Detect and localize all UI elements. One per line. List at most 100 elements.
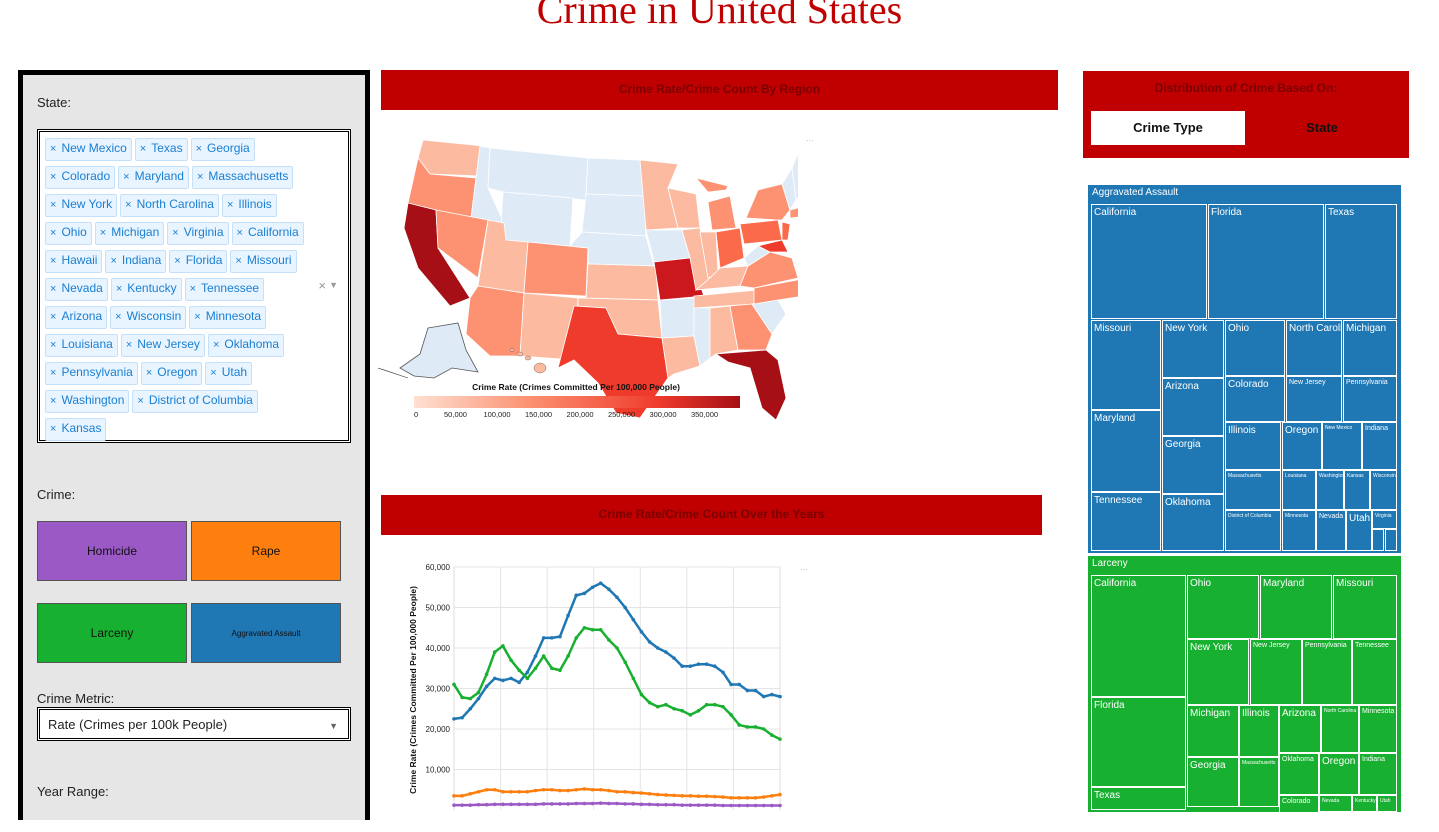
state-chip[interactable]: × Illinois [221, 194, 277, 217]
data-point[interactable] [501, 678, 505, 683]
treemap-cell[interactable]: Colorado [1225, 376, 1285, 422]
data-point[interactable] [688, 664, 693, 669]
treemap-cell[interactable]: Indiana [1359, 753, 1397, 795]
treemap-cell[interactable]: Georgia [1162, 436, 1224, 494]
data-point[interactable] [647, 802, 652, 807]
treemap-cell[interactable]: District of Columbia [1225, 510, 1281, 551]
treemap-cell[interactable]: Missouri [1091, 320, 1161, 410]
remove-chip-icon[interactable]: × [137, 395, 144, 407]
state-chip[interactable]: × Pennsylvania [45, 362, 138, 385]
state-chip[interactable]: × Colorado [45, 166, 116, 189]
data-point[interactable] [468, 696, 473, 701]
data-point[interactable] [484, 787, 489, 792]
state-chip[interactable]: × Arizona [45, 306, 108, 329]
state-chip[interactable]: × Minnesota [189, 306, 267, 329]
treemap-cell[interactable]: New York [1187, 639, 1249, 705]
state-chip[interactable]: × Georgia [190, 138, 255, 161]
data-point[interactable] [525, 676, 530, 681]
data-point[interactable] [753, 725, 758, 729]
remove-chip-icon[interactable]: × [50, 283, 57, 295]
data-point[interactable] [452, 803, 456, 807]
data-point[interactable] [655, 704, 660, 709]
data-point[interactable] [721, 795, 725, 799]
data-point[interactable] [509, 802, 513, 807]
state-chip[interactable]: × Oklahoma [207, 334, 285, 357]
data-point[interactable] [729, 803, 733, 808]
data-point[interactable] [778, 737, 782, 741]
data-point[interactable] [761, 795, 766, 799]
data-point[interactable] [696, 803, 701, 807]
data-point[interactable] [615, 801, 619, 806]
state-chip[interactable]: × Kansas [45, 418, 107, 441]
remove-chip-icon[interactable]: × [195, 143, 203, 155]
data-point[interactable] [623, 605, 627, 610]
treemap-cell[interactable]: Pennsylvania [1302, 639, 1352, 705]
data-point[interactable] [574, 593, 579, 598]
data-point[interactable] [737, 723, 742, 727]
data-point[interactable] [664, 650, 668, 654]
treemap-cell[interactable]: Arizona [1279, 705, 1321, 753]
treemap-cell[interactable]: Missouri [1333, 575, 1397, 639]
state-chip[interactable]: × Washington [45, 390, 130, 413]
treemap-cell[interactable]: New Jersey [1286, 376, 1342, 422]
treemap-cell[interactable]: New York [1162, 320, 1224, 378]
remove-chip-icon[interactable]: × [226, 199, 234, 211]
data-point[interactable] [737, 803, 742, 808]
treemap-cell[interactable]: Nevada [1319, 795, 1352, 812]
data-point[interactable] [574, 636, 579, 640]
data-point[interactable] [468, 706, 473, 711]
data-point[interactable] [672, 706, 676, 711]
remove-chip-icon[interactable]: × [189, 283, 197, 295]
remove-chip-icon[interactable]: × [174, 255, 181, 267]
treemap-cell[interactable]: Oklahoma [1279, 753, 1319, 795]
data-point[interactable] [704, 803, 709, 807]
chevron-down-icon[interactable]: ▼ [329, 280, 338, 290]
aggravated-assault-button[interactable]: Aggravated Assault [191, 603, 341, 663]
data-point[interactable] [623, 802, 627, 806]
data-point[interactable] [672, 802, 676, 807]
toggle-crime-type[interactable]: Crime Type [1091, 111, 1245, 145]
data-point[interactable] [558, 634, 562, 639]
treemap-cell[interactable]: California [1091, 204, 1207, 319]
data-point[interactable] [492, 787, 497, 792]
data-point[interactable] [582, 787, 587, 791]
data-point[interactable] [729, 682, 733, 687]
remove-chip-icon[interactable]: × [236, 227, 243, 239]
data-point[interactable] [770, 733, 774, 737]
treemap-cell[interactable]: Kentucky [1352, 795, 1377, 812]
data-point[interactable] [721, 704, 725, 709]
treemap-cell[interactable]: New Mexico [1322, 422, 1362, 470]
data-point[interactable] [664, 802, 668, 807]
data-point[interactable] [696, 794, 701, 799]
data-point[interactable] [533, 666, 538, 671]
data-point[interactable] [598, 627, 603, 632]
state-chip[interactable]: × Oregon [140, 362, 203, 385]
treemap-cell[interactable]: Georgia [1187, 757, 1239, 807]
data-point[interactable] [525, 789, 530, 794]
state-chip[interactable]: × District of Columbia [132, 390, 258, 413]
data-point[interactable] [680, 708, 684, 713]
state-chip[interactable]: × Louisiana [45, 334, 118, 357]
data-point[interactable] [664, 793, 668, 797]
treemap-cell[interactable]: Maryland [1091, 410, 1161, 492]
data-point[interactable] [639, 630, 644, 634]
treemap-cell[interactable]: Ohio [1225, 320, 1285, 376]
data-point[interactable] [615, 646, 619, 650]
series-line[interactable] [453, 581, 781, 721]
data-point[interactable] [574, 787, 579, 792]
data-point[interactable] [501, 644, 505, 648]
data-point[interactable] [468, 803, 473, 807]
crime-metric-select[interactable]: Rate (Crimes per 100k People) ▼ [37, 707, 351, 741]
data-point[interactable] [655, 802, 660, 807]
clear-all-icon[interactable]: × [318, 278, 326, 293]
treemap-cell[interactable]: Texas [1091, 787, 1186, 810]
treemap-cell[interactable]: Pennsylvania [1343, 376, 1397, 422]
treemap-cell[interactable]: Nevada [1316, 510, 1346, 551]
state-chip[interactable]: × Hawaii [45, 250, 103, 273]
data-point[interactable] [655, 792, 660, 797]
data-point[interactable] [737, 682, 742, 687]
state-chip[interactable]: × Ohio [45, 222, 92, 245]
data-point[interactable] [550, 787, 554, 792]
data-point[interactable] [745, 725, 750, 729]
data-point[interactable] [729, 713, 733, 717]
